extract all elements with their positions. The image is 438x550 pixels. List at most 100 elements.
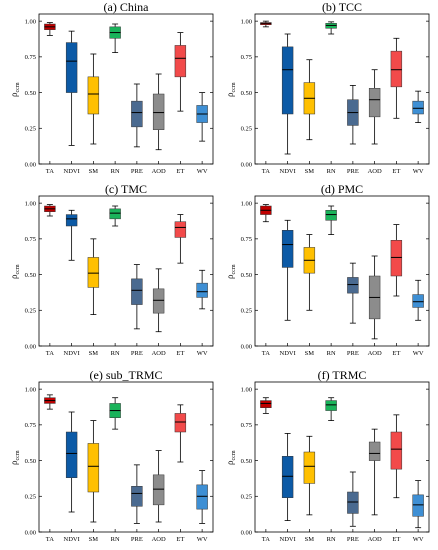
iqr-box — [65, 431, 78, 478]
box-aod — [152, 268, 165, 333]
iqr-box — [174, 413, 187, 433]
iqr-box — [152, 93, 165, 130]
chart-panel-2: (b) TCC ρccm 0.00 0.25 0.50 0.75 1.00 TA NDVI SM R… — [225, 0, 430, 175]
y-tick-label: 0.50 — [25, 90, 36, 97]
box-rn — [109, 23, 121, 53]
iqr-box — [390, 240, 403, 277]
x-tick-label-wv: WV — [197, 536, 208, 543]
box-sm — [303, 59, 316, 141]
x-tick-label-sm: SM — [89, 536, 99, 543]
y-axis-label: ρccm — [9, 264, 21, 279]
iqr-box — [281, 46, 294, 115]
box-ta — [44, 394, 56, 410]
iqr-box — [412, 100, 424, 115]
box-pre — [131, 264, 143, 330]
plot-frame — [254, 381, 430, 533]
box-et — [390, 224, 403, 297]
iqr-box — [87, 443, 100, 493]
x-tick-label-ta: TA — [262, 350, 270, 357]
chart-panel-6: (f) TRMC ρccm 0.00 0.25 0.50 0.75 1.00 TA NDVI SM… — [225, 368, 430, 543]
x-tick-label-et: ET — [392, 168, 400, 175]
y-tick-label: 0.25 — [241, 126, 252, 133]
box-ta — [260, 20, 272, 28]
chart-title: (a) China — [104, 0, 150, 14]
y-tick-label: 1.00 — [241, 18, 252, 25]
iqr-box — [131, 486, 143, 507]
iqr-box — [174, 45, 187, 78]
box-rn — [325, 397, 337, 421]
x-tick-label-aod: AOD — [368, 168, 382, 175]
y-tick-label: 0.50 — [241, 272, 252, 279]
iqr-box — [87, 76, 100, 115]
y-axis-label: ρccm — [9, 450, 21, 465]
x-tick-label-aod: AOD — [152, 536, 166, 543]
y-tick-label: 0.00 — [241, 529, 252, 536]
x-tick-label-ndvi: NDVI — [64, 168, 80, 175]
x-tick-label-rn: RN — [111, 536, 120, 543]
box-ta — [44, 22, 56, 36]
x-tick-label-ndvi: NDVI — [64, 536, 80, 543]
y-tick-label: 0.25 — [25, 308, 36, 315]
y-tick-label: 0.75 — [241, 54, 252, 61]
box-et — [174, 32, 187, 112]
y-tick-label: 0.50 — [241, 458, 252, 465]
x-tick-label-ta: TA — [46, 350, 54, 357]
box-ta — [44, 204, 56, 217]
iqr-box — [390, 431, 403, 470]
y-tick-label: 1.00 — [25, 200, 36, 207]
iqr-box — [325, 210, 337, 221]
chart-panel-1: (a) China ρccm 0.00 0.25 0.50 0.75 1.00 TA NDVI S… — [9, 0, 214, 175]
box-wv — [196, 269, 208, 310]
iqr-box — [368, 441, 381, 461]
x-tick-label-ndvi: NDVI — [280, 536, 296, 543]
box-rn — [325, 205, 337, 235]
x-tick-label-pre: PRE — [131, 168, 143, 175]
x-tick-label-sm: SM — [305, 536, 315, 543]
chart-panel-4: (d) PMC ρccm 0.00 0.25 0.50 0.75 1.00 TA NDVI SM R… — [225, 182, 430, 357]
x-tick-label-pre: PRE — [347, 536, 359, 543]
box-et — [390, 37, 403, 119]
iqr-box — [325, 400, 337, 411]
box-ndvi — [281, 33, 294, 155]
y-tick-label: 0.75 — [25, 54, 36, 61]
x-tick-label-aod: AOD — [152, 168, 166, 175]
chart-panel-5: (e) sub_TRMC ρccm 0.00 0.25 0.50 0.75 1.00 TA ND… — [9, 368, 214, 543]
box-wv — [412, 480, 424, 529]
x-tick-label-ta: TA — [262, 168, 270, 175]
box-aod — [368, 69, 381, 145]
box-wv — [196, 470, 208, 524]
box-rn — [109, 205, 121, 227]
x-tick-label-wv: WV — [413, 350, 424, 357]
plot-frame — [254, 195, 430, 347]
box-pre — [347, 471, 359, 527]
box-aod — [368, 255, 381, 340]
iqr-box — [281, 230, 294, 268]
x-tick-label-pre: PRE — [347, 168, 359, 175]
x-tick-label-pre: PRE — [347, 350, 359, 357]
y-tick-label: 0.50 — [241, 90, 252, 97]
y-tick-label: 0.25 — [25, 494, 36, 501]
box-ta — [260, 204, 272, 223]
x-tick-label-ndvi: NDVI — [280, 168, 296, 175]
plot-frame — [38, 381, 214, 533]
iqr-box — [131, 100, 143, 128]
y-tick-label: 1.00 — [241, 200, 252, 207]
chart-title: (e) sub_TRMC — [90, 368, 163, 382]
box-sm — [87, 238, 100, 315]
x-tick-label-et: ET — [176, 350, 184, 357]
y-tick-label: 0.00 — [25, 161, 36, 168]
x-tick-label-pre: PRE — [131, 350, 143, 357]
y-tick-label: 0.25 — [25, 126, 36, 133]
box-ndvi — [281, 433, 294, 521]
box-rn — [325, 21, 337, 35]
y-tick-label: 1.00 — [25, 386, 36, 393]
x-tick-label-ndvi: NDVI — [280, 350, 296, 357]
x-tick-label-et: ET — [392, 536, 400, 543]
y-tick-label: 0.00 — [241, 343, 252, 350]
x-tick-label-rn: RN — [111, 350, 120, 357]
x-tick-label-sm: SM — [89, 168, 99, 175]
chart-title: (c) TMC — [105, 182, 147, 196]
x-tick-label-ta: TA — [262, 536, 270, 543]
iqr-box — [152, 288, 165, 314]
x-tick-label-aod: AOD — [152, 350, 166, 357]
